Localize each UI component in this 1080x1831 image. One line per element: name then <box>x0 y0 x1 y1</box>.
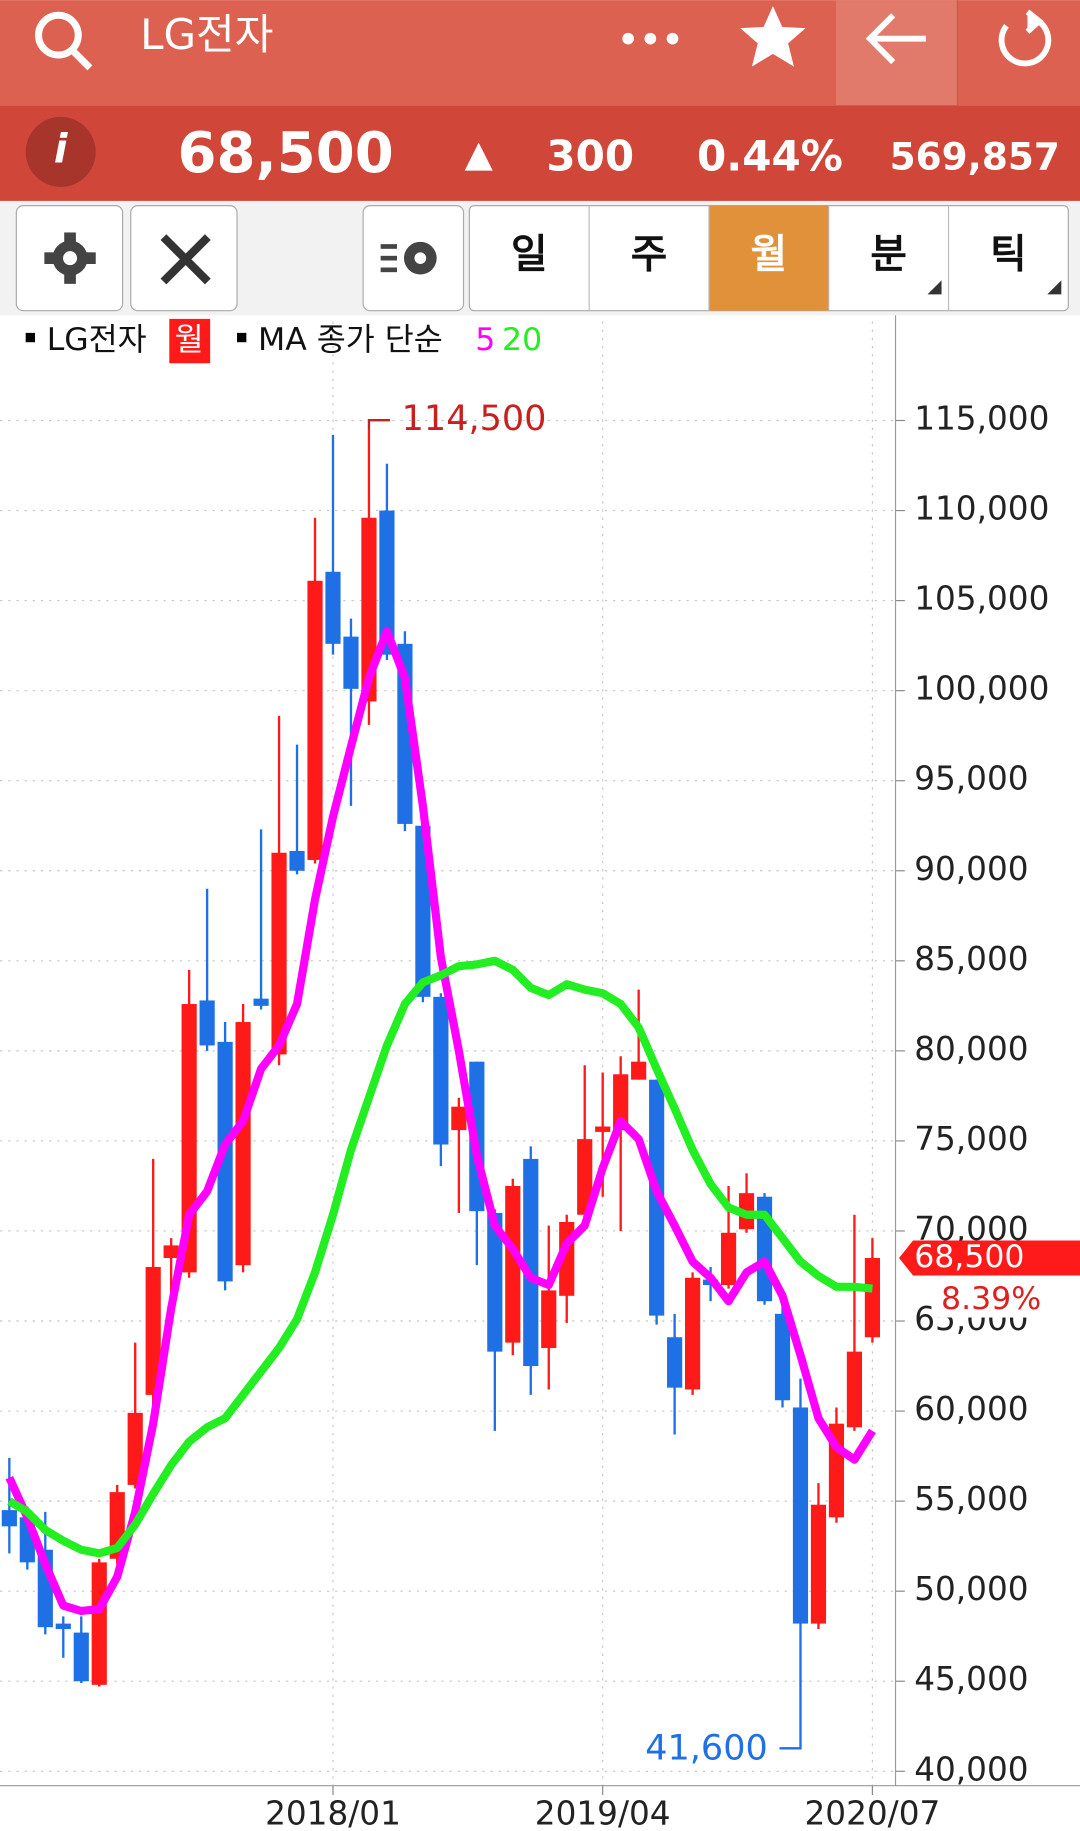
y-tick-label: 80,000 <box>914 1030 1028 1068</box>
max-pointer <box>367 418 390 430</box>
candle-body <box>774 1313 791 1401</box>
candle-body <box>846 1351 863 1428</box>
price-bar <box>0 105 1080 201</box>
candle-body <box>505 1185 521 1343</box>
legend-marker <box>25 332 36 343</box>
candle-body <box>145 1266 161 1395</box>
x-tick-label: 2018/01 <box>265 1795 401 1831</box>
candle-body <box>487 1212 503 1352</box>
ma-line <box>5 627 876 1616</box>
candle-body <box>792 1407 809 1624</box>
y-tick-label: 90,000 <box>914 850 1028 888</box>
candle-body <box>55 1623 71 1629</box>
x-tick-label: 2020/07 <box>805 1795 941 1831</box>
candle-body <box>217 1041 233 1282</box>
more-icon[interactable] <box>622 32 679 45</box>
candle-body <box>271 852 287 1055</box>
legend-marker <box>237 332 247 343</box>
y-tick-label: 50,000 <box>914 1570 1028 1608</box>
min-pointer <box>779 1742 802 1750</box>
candle-body <box>577 1139 593 1215</box>
legend-series: 20 <box>502 322 542 358</box>
current-price: 68,500 <box>177 121 393 186</box>
candle-body <box>523 1158 539 1367</box>
legend-name: LG전자 <box>47 322 147 358</box>
y-tick-label: 45,000 <box>914 1660 1028 1698</box>
y-tick-label: 105,000 <box>914 580 1049 618</box>
tools-icon <box>160 234 211 285</box>
x-tick-label: 2019/04 <box>535 1795 671 1831</box>
tab[interactable]: 일 <box>511 231 548 277</box>
legend-period: 월 <box>175 322 204 358</box>
min-label: 41,600 <box>645 1727 768 1768</box>
back-button-bg[interactable] <box>835 0 958 106</box>
y-tick-label: 60,000 <box>914 1390 1028 1428</box>
period-badge <box>169 318 211 364</box>
candle-body <box>451 1106 467 1131</box>
candle-body <box>379 510 395 655</box>
candle-body <box>289 850 305 871</box>
candle-body <box>91 1562 107 1685</box>
candle-body <box>1 1510 17 1527</box>
candle-body <box>810 1504 827 1624</box>
candle-body <box>720 1232 737 1285</box>
search-icon[interactable] <box>35 11 93 71</box>
chart-area <box>0 315 1080 1831</box>
gear-icon <box>44 232 96 284</box>
candle-body <box>199 1000 215 1046</box>
candle-body <box>361 517 377 702</box>
y-tick-label: 95,000 <box>914 760 1028 798</box>
candle-body <box>667 1337 683 1388</box>
candle-body <box>685 1277 701 1390</box>
tab[interactable]: 주 <box>631 231 668 277</box>
back-icon[interactable] <box>865 13 926 65</box>
y-tick-label: 110,000 <box>914 490 1049 528</box>
tab[interactable]: 틱 <box>990 231 1027 277</box>
legend-series: 5 <box>475 322 495 358</box>
legend-ma: MA 종가 단순 <box>258 322 443 358</box>
candle-body <box>235 1022 251 1266</box>
y-tick-label: 85,000 <box>914 940 1028 978</box>
last-change-label: 8.39% <box>941 1281 1041 1317</box>
candle-body <box>631 1061 647 1080</box>
candle-body <box>541 1290 557 1349</box>
y-tick-label: 115,000 <box>914 399 1049 437</box>
tab[interactable]: 월 <box>751 231 788 277</box>
stock-name: LG전자 <box>140 10 273 59</box>
y-tick-label: 55,000 <box>914 1480 1028 1518</box>
candle-body <box>343 636 359 689</box>
y-tick-label: 75,000 <box>914 1120 1028 1158</box>
max-label: 114,500 <box>402 398 547 439</box>
info-icon: i <box>54 126 69 172</box>
candle-body <box>163 1245 179 1258</box>
candle-body <box>73 1632 89 1682</box>
candle-body <box>864 1257 880 1338</box>
candle-body <box>613 1074 629 1131</box>
change-rate: 0.44% <box>697 131 843 180</box>
candle-body <box>325 571 341 644</box>
indicator-icon <box>380 241 437 275</box>
volume: 569,857 <box>890 134 1060 178</box>
candle-body <box>595 1126 611 1132</box>
up-arrow <box>464 142 493 171</box>
candle-body <box>433 996 449 1145</box>
ma-line <box>7 956 873 1558</box>
last-price-label: 68,500 <box>914 1239 1024 1275</box>
y-tick-label: 40,000 <box>914 1750 1028 1788</box>
tab[interactable]: 분 <box>870 231 907 277</box>
favorite-icon[interactable] <box>740 5 806 67</box>
tab-selected[interactable] <box>708 205 829 311</box>
refresh-icon[interactable] <box>998 9 1052 67</box>
candle-body <box>307 580 323 860</box>
price-change: 300 <box>546 131 634 180</box>
candle-body <box>253 998 269 1006</box>
candle-body <box>127 1412 143 1485</box>
info-button[interactable] <box>25 116 96 187</box>
change-bg <box>934 1282 1040 1318</box>
last-price-tag <box>899 1240 1080 1276</box>
y-tick-label: 100,000 <box>914 670 1049 708</box>
